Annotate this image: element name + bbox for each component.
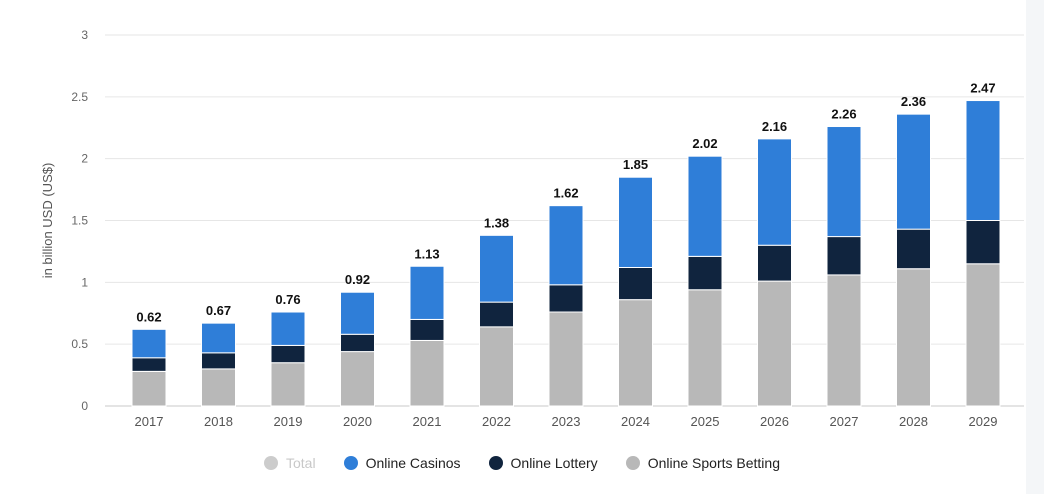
bar-online-casinos [965,100,1001,221]
x-tick-label: 2018 [204,414,233,429]
total-data-label: 2.36 [901,94,926,109]
bar-online-casinos [896,113,931,230]
y-tick-label: 3 [81,28,88,42]
total-data-label: 1.13 [414,246,439,261]
x-tick-label: 2020 [343,414,372,429]
bar-online-lottery [965,220,1001,265]
bar-online-casinos [826,126,862,238]
total-data-label: 0.62 [136,309,161,324]
legend-label: Online Casinos [365,455,461,471]
y-tick-label: 0 [81,399,88,413]
legend-label: Online Sports Betting [647,455,780,471]
total-data-label: 0.76 [275,292,300,307]
bar-online-lottery [548,284,584,313]
legend-item-online-sports-betting[interactable]: Online Sports Betting [625,455,780,471]
x-tick-label: 2027 [830,414,859,429]
bar-online-casinos [757,138,792,246]
x-tick-label: 2022 [482,414,511,429]
x-tick-label: 2025 [691,414,720,429]
total-data-label: 1.62 [553,186,578,201]
y-tick-label: 1 [81,275,88,289]
bar-online-sports-betting [965,263,1001,407]
scrollbar-track[interactable] [1026,0,1044,494]
bar-online-casinos [687,155,723,257]
bar-online-lottery [896,228,931,270]
bar-online-casinos [409,265,445,320]
bar-online-sports-betting [409,339,445,407]
bar-online-sports-betting [131,370,167,407]
y-tick-label: 0.5 [71,337,88,351]
bar-online-lottery [687,255,723,291]
legend-item-online-lottery[interactable]: Online Lottery [488,455,598,471]
bar-online-sports-betting [201,368,236,407]
bar-online-lottery [409,318,445,341]
bar-online-lottery [131,357,167,372]
total-data-label: 1.38 [484,215,509,230]
bar-online-casinos [270,311,306,346]
x-tick-label: 2019 [274,414,303,429]
x-tick-label: 2023 [552,414,581,429]
total-data-label: 2.02 [692,136,717,151]
x-tick-label: 2021 [413,414,442,429]
chart-legend: Total Online Casinos Online Lottery Onli… [0,452,1044,474]
bar-online-casinos [479,234,514,303]
y-tick-label: 2 [81,152,88,166]
bar-online-lottery [479,301,514,328]
total-data-label: 2.47 [970,81,995,96]
bar-online-lottery [826,236,862,276]
legend-label: Online Lottery [510,455,598,471]
bar-online-sports-betting [340,351,375,407]
bar-online-casinos [131,328,167,359]
x-tick-label: 2029 [969,414,998,429]
x-tick-label: 2017 [135,414,164,429]
bar-online-sports-betting [270,362,306,407]
x-tick-label: 2026 [760,414,789,429]
bar-online-lottery [201,352,236,370]
total-data-label: 0.67 [206,303,231,318]
x-tick-label: 2028 [899,414,928,429]
bar-online-lottery [618,266,653,301]
total-data-label: 0.92 [345,272,370,287]
total-data-label: 2.26 [831,107,856,122]
bar-online-casinos [548,205,584,286]
bar-online-casinos [618,176,653,268]
bar-online-sports-betting [896,268,931,407]
bar-online-sports-betting [548,311,584,407]
legend-swatch [488,456,503,470]
bar-online-lottery [757,244,792,282]
bar-online-sports-betting [479,326,514,407]
legend-item-online-casinos[interactable]: Online Casinos [343,455,461,471]
y-tick-label: 2.5 [71,90,88,104]
bar-online-sports-betting [757,280,792,407]
y-axis-title: in billion USD (US$) [40,163,55,279]
bar-online-lottery [270,344,306,364]
legend-swatch [264,456,278,470]
legend-swatch [625,456,640,470]
bar-online-sports-betting [826,274,862,407]
legend-item-total[interactable]: Total [264,455,316,471]
legend-swatch [343,456,358,470]
total-data-label: 1.85 [623,157,648,172]
total-data-label: 2.16 [762,119,787,134]
bar-online-lottery [340,333,375,353]
bar-online-casinos [201,322,236,354]
legend-label: Total [286,455,316,471]
bar-online-casinos [340,291,375,335]
bar-online-sports-betting [618,299,653,407]
y-tick-label: 1.5 [71,214,88,228]
x-tick-label: 2024 [621,414,650,429]
bar-online-sports-betting [687,289,723,407]
